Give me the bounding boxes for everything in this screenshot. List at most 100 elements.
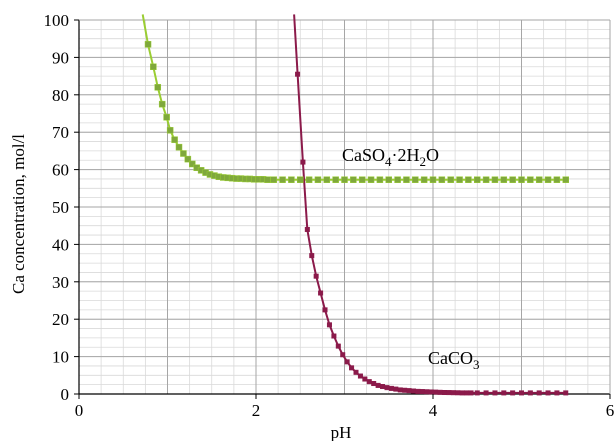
data-point (371, 381, 377, 387)
data-point (358, 176, 366, 183)
data-point (442, 390, 448, 396)
data-point (180, 150, 187, 157)
data-point (527, 390, 533, 396)
tick-labels: 0 10 20 30 40 50 60 70 80 90 100 0 2 4 6 (44, 11, 615, 420)
data-point (362, 376, 368, 382)
data-point (171, 136, 178, 143)
data-point (428, 389, 434, 395)
data-point (544, 176, 552, 183)
label-part-sub: 4 (385, 154, 392, 169)
data-point (465, 176, 472, 183)
x-tick-label: 2 (252, 401, 261, 420)
data-point (144, 41, 152, 48)
y-tick-label: 70 (52, 123, 69, 142)
data-point (367, 176, 375, 183)
data-point (279, 176, 286, 183)
data-point (304, 226, 310, 232)
x-tick-label: 0 (75, 401, 84, 420)
data-point (455, 390, 461, 396)
y-tick-label: 100 (44, 11, 70, 30)
data-point (166, 127, 174, 134)
data-point (300, 159, 306, 165)
y-tick-label: 40 (52, 235, 69, 254)
data-point (323, 176, 331, 183)
data-point (501, 390, 507, 396)
data-point (562, 176, 569, 183)
data-point (482, 176, 490, 183)
data-point (412, 176, 419, 183)
data-point (288, 176, 295, 183)
data-point (341, 176, 348, 183)
data-point (420, 176, 428, 183)
data-point (536, 390, 542, 396)
data-point (483, 390, 489, 396)
data-point (350, 176, 357, 183)
data-point (446, 390, 452, 396)
data-point (468, 390, 474, 396)
y-axis-title: Ca concentration, mol/l (9, 134, 28, 294)
y-tick-label: 10 (52, 348, 69, 367)
data-point (375, 382, 381, 388)
data-point (474, 390, 480, 396)
data-point (175, 143, 183, 151)
label-part: O (426, 145, 439, 165)
label-part-sub: 2 (420, 154, 427, 169)
data-point (366, 379, 372, 385)
data-point (376, 176, 384, 183)
data-point (344, 359, 350, 365)
data-point (318, 290, 324, 296)
data-point (464, 390, 470, 396)
data-point (313, 273, 319, 279)
y-tick-label: 60 (52, 161, 69, 180)
data-point (510, 390, 516, 396)
data-point (474, 176, 481, 183)
data-point (295, 71, 301, 77)
data-point (492, 390, 498, 396)
data-point (433, 389, 439, 395)
y-tick-label: 30 (52, 273, 69, 292)
data-point (419, 389, 425, 395)
data-point (500, 176, 508, 183)
data-point (438, 176, 446, 183)
x-tick-label: 4 (429, 401, 438, 420)
data-point (456, 176, 463, 183)
data-point (380, 384, 386, 390)
data-point (150, 63, 157, 70)
data-point (509, 176, 516, 183)
data-point (393, 386, 399, 392)
x-axis-title: pH (331, 423, 352, 441)
data-point (394, 176, 401, 183)
data-point (527, 176, 534, 183)
data-point (563, 390, 569, 396)
data-point (429, 176, 437, 183)
data-point (424, 389, 430, 395)
y-tick-label: 20 (52, 310, 69, 329)
data-point (437, 389, 443, 395)
data-point (270, 176, 277, 183)
data-point (340, 352, 346, 358)
data-point (403, 176, 410, 183)
data-point (384, 385, 390, 391)
curves (141, 14, 566, 394)
data-point (402, 387, 408, 393)
data-point (184, 155, 192, 163)
data-point (158, 100, 166, 108)
data-point (305, 176, 313, 183)
data-point (357, 373, 363, 379)
x-tick-label: 6 (606, 401, 615, 420)
data-point (397, 387, 403, 393)
data-point (388, 385, 394, 391)
data-point (331, 333, 337, 339)
data-point (447, 176, 454, 183)
data-point (535, 176, 543, 183)
y-tick-label: 50 (52, 198, 69, 217)
data-point (309, 253, 315, 259)
series-label-caco3: CaCO3 (428, 348, 480, 372)
data-point (519, 390, 524, 396)
y-tick-label: 90 (52, 48, 69, 67)
label-part: ·2H (392, 145, 420, 165)
data-point (415, 388, 421, 394)
data-point (411, 388, 417, 394)
label-part: CaCO (428, 348, 473, 368)
